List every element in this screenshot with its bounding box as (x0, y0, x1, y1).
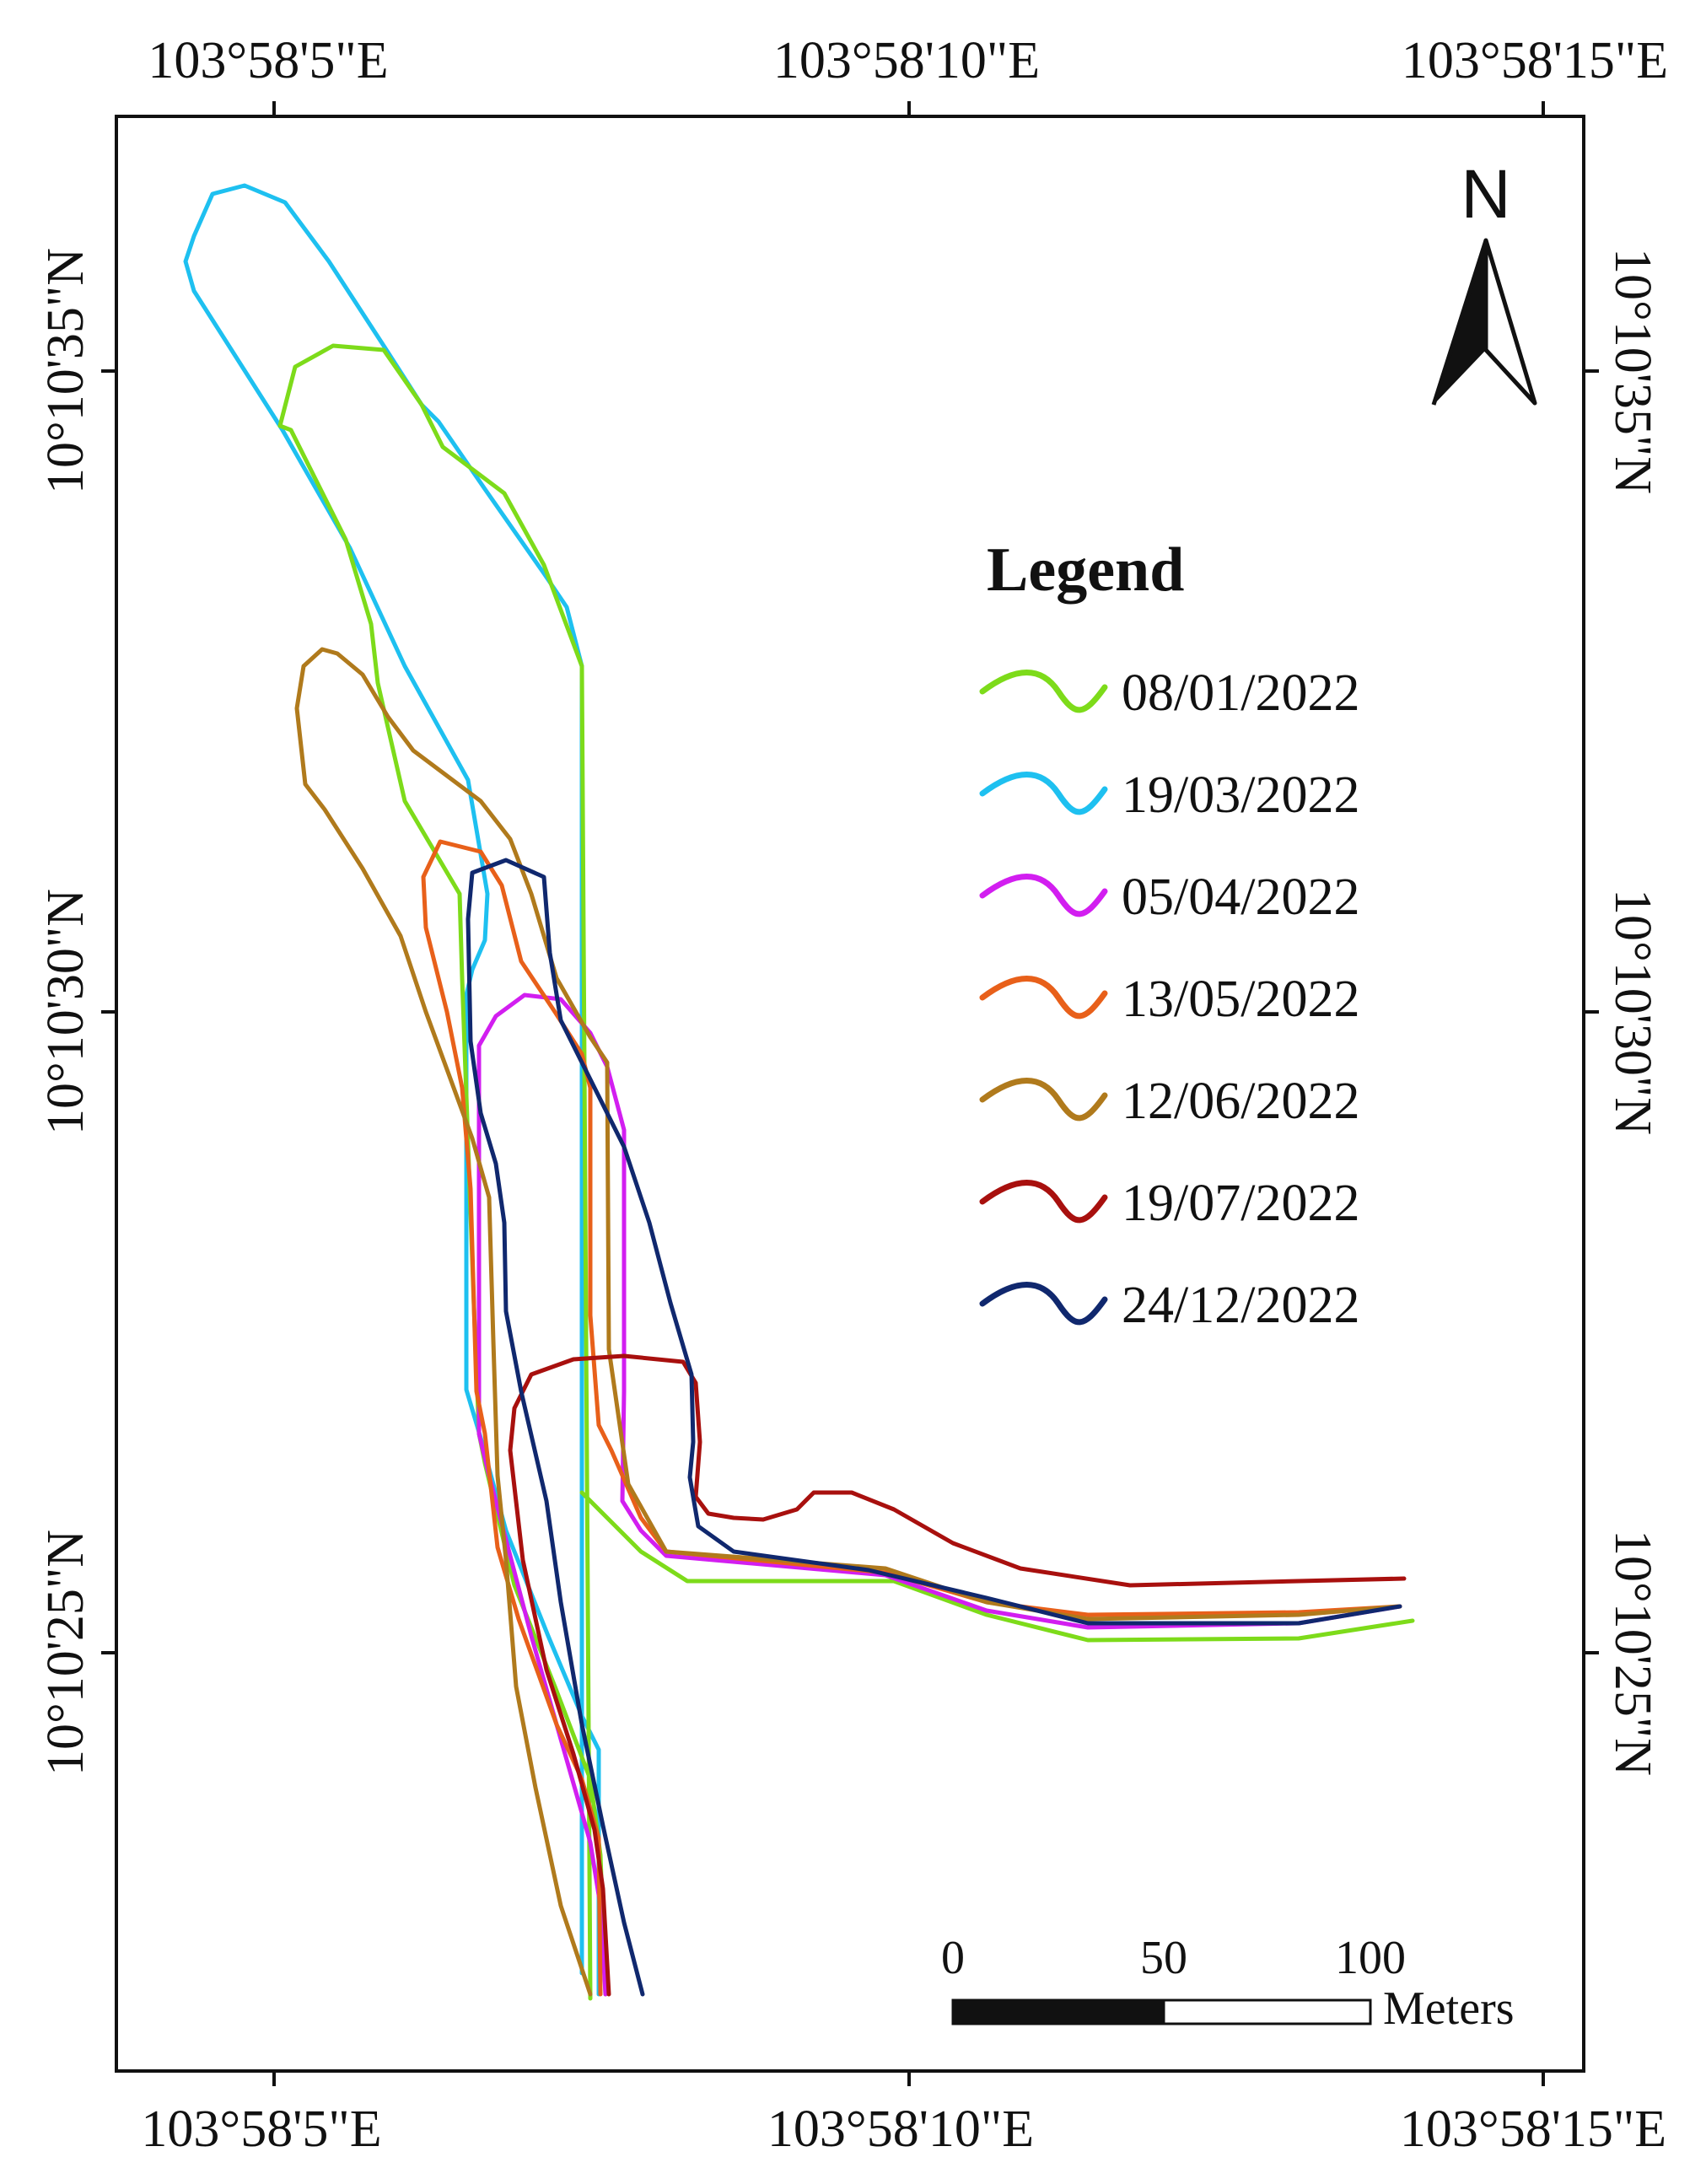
shoreline-12-06-2022 (294, 647, 1402, 1997)
legend-item: 19/07/2022 (979, 1175, 1359, 1232)
legend-swatch (979, 1078, 1108, 1122)
shoreline-05-04-2022 (476, 992, 1402, 1997)
top-lon-label-1: 103°58'5"E (148, 32, 388, 89)
legend-item: 08/01/2022 (979, 664, 1359, 722)
legend-swatch (979, 874, 1108, 917)
legend-label: 08/01/2022 (1122, 664, 1359, 722)
legend-swatch (979, 1180, 1108, 1224)
scale-unit: Meters (1383, 1982, 1515, 2035)
scale-bar-black (951, 1998, 1165, 2025)
legend-label: 24/12/2022 (1122, 1277, 1359, 1334)
left-lat-label-2: 10°10'30"N (37, 889, 94, 1135)
shoreline-19-03-2022 (183, 183, 601, 1997)
north-arrow: N (1431, 156, 1537, 406)
legend-label: 12/06/2022 (1122, 1073, 1359, 1130)
scale-tick-100: 100 (1335, 1932, 1406, 1984)
legend-items: 08/01/2022 19/03/2022 05/04/2022 13/05/2022… (979, 664, 1359, 1334)
shorelines (183, 183, 1415, 2001)
right-lat-label-3: 10°10'25"N (1604, 1530, 1661, 1776)
shoreline-08-01-2022 (277, 343, 1415, 2001)
north-label: N (1461, 156, 1510, 233)
left-lat-label-3: 10°10'25"N (37, 1530, 94, 1776)
legend-item: 24/12/2022 (979, 1277, 1359, 1334)
legend-swatch (979, 772, 1108, 815)
north-arrow-icon (1431, 238, 1537, 406)
shoreline-24-12-2022 (466, 858, 1402, 1997)
legend-swatch (979, 670, 1108, 713)
shoreline-19-07-2022 (508, 1353, 1407, 1997)
legend-swatch (979, 976, 1108, 1019)
left-lat-label-1: 10°10'35"N (37, 248, 94, 494)
bottom-lon-label-3: 103°58'15"E (1400, 2101, 1666, 2158)
top-lon-label-2: 103°58'10"E (773, 32, 1040, 89)
legend-item: 12/06/2022 (979, 1073, 1359, 1130)
top-lon-label-3: 103°58'15"E (1402, 32, 1668, 89)
scale-bar: 0 50 100 Meters (941, 1932, 1515, 2035)
legend-label: 05/04/2022 (1122, 869, 1359, 926)
bottom-lon-label-1: 103°58'5"E (141, 2101, 381, 2158)
legend-item: 13/05/2022 (979, 971, 1359, 1028)
legend-swatch (979, 1282, 1108, 1326)
scale-tick-0: 0 (941, 1932, 965, 1984)
legend: Legend 08/01/2022 19/03/2022 05/04/2022 13/… (979, 535, 1359, 1334)
legend-title: Legend (987, 535, 1184, 605)
legend-item: 05/04/2022 (979, 869, 1359, 926)
legend-label: 13/05/2022 (1122, 971, 1359, 1028)
scale-bar-white (1162, 1998, 1372, 2025)
legend-label: 19/03/2022 (1122, 767, 1359, 824)
legend-label: 19/07/2022 (1122, 1175, 1359, 1232)
legend-item: 19/03/2022 (979, 767, 1359, 824)
frame-ticks (101, 101, 1599, 2086)
map-frame (115, 115, 1585, 2073)
bottom-lon-label-2: 103°58'10"E (767, 2101, 1034, 2158)
right-lat-label-2: 10°10'30"N (1604, 889, 1661, 1135)
scale-tick-50: 50 (1140, 1932, 1187, 1984)
right-lat-label-1: 10°10'35"N (1604, 248, 1661, 494)
